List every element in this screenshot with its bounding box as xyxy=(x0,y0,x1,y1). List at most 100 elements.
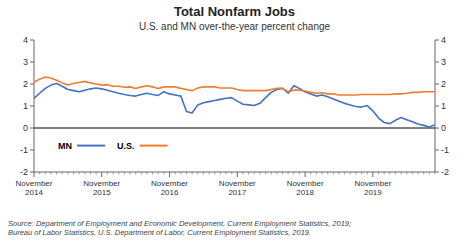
x-minor-tick xyxy=(384,172,385,175)
y-tick xyxy=(30,150,34,151)
text-line: 2016 xyxy=(161,188,179,197)
x-minor-tick xyxy=(146,172,147,175)
x-minor-tick xyxy=(141,172,142,175)
x-minor-tick xyxy=(401,172,402,175)
text-line: November xyxy=(83,179,120,188)
x-minor-tick xyxy=(282,172,283,175)
legend-label: MN xyxy=(58,141,72,151)
x-minor-tick xyxy=(350,172,351,175)
x-minor-tick xyxy=(186,172,187,175)
y2-tick-label: -2 xyxy=(441,167,449,177)
x-minor-tick xyxy=(158,172,159,175)
legend-swatch xyxy=(77,145,105,147)
x-minor-tick xyxy=(367,172,368,175)
x-minor-tick xyxy=(271,172,272,175)
x-tick xyxy=(34,172,35,177)
x-minor-tick xyxy=(62,172,63,175)
x-minor-tick xyxy=(254,172,255,175)
x-minor-tick xyxy=(338,172,339,175)
series-line xyxy=(34,84,435,127)
x-tick xyxy=(101,172,102,177)
text-line: 2019 xyxy=(364,188,382,197)
text-line: 2017 xyxy=(228,188,246,197)
subtitle: U.S. and MN over-the-year percent change xyxy=(139,21,331,32)
x-tick-label: November2019 xyxy=(354,179,391,197)
x-minor-tick xyxy=(203,172,204,175)
x-minor-tick xyxy=(135,172,136,175)
x-tick-label: November2018 xyxy=(287,179,324,197)
y2-tick xyxy=(435,172,439,173)
y-tick xyxy=(30,172,34,173)
text-line: 2014 xyxy=(25,188,43,197)
chart: Total Nonfarm JobsU.S. and MN over-the-y… xyxy=(0,0,469,247)
x-minor-tick xyxy=(50,172,51,175)
plot-area xyxy=(34,77,435,128)
x-minor-tick xyxy=(310,172,311,175)
y2-tick-label: 2 xyxy=(441,79,446,89)
x-minor-tick xyxy=(118,172,119,175)
x-tick-label: November2015 xyxy=(83,179,120,197)
x-minor-tick xyxy=(242,172,243,175)
y-tick-label: 2 xyxy=(23,79,28,89)
x-minor-tick xyxy=(130,172,131,175)
y-tick-label: -1 xyxy=(20,145,28,155)
x-minor-tick xyxy=(355,172,356,175)
legend-label: U.S. xyxy=(117,141,135,151)
source-note: Source: Department of Employment and Eco… xyxy=(8,219,351,237)
x-tick xyxy=(237,172,238,177)
text-line: November xyxy=(219,179,256,188)
x-minor-tick xyxy=(361,172,362,175)
x-minor-tick xyxy=(197,172,198,175)
x-minor-tick xyxy=(209,172,210,175)
x-minor-tick xyxy=(96,172,97,175)
x-minor-tick xyxy=(67,172,68,175)
text-line: 2018 xyxy=(296,188,314,197)
y2-tick xyxy=(435,150,439,151)
x-minor-tick xyxy=(192,172,193,175)
x-minor-tick xyxy=(322,172,323,175)
legend-swatch xyxy=(140,145,168,147)
x-minor-tick xyxy=(389,172,390,175)
y2-tick xyxy=(435,84,439,85)
y-tick-label: 0 xyxy=(23,123,28,133)
x-minor-tick xyxy=(39,172,40,175)
y-tick-label: 1 xyxy=(23,101,28,111)
x-tick-label: November2016 xyxy=(151,179,188,197)
x-minor-tick xyxy=(418,172,419,175)
y2-tick xyxy=(435,40,439,41)
x-minor-tick xyxy=(333,172,334,175)
y2-tick-label: 3 xyxy=(441,57,446,67)
x-minor-tick xyxy=(378,172,379,175)
x-tick xyxy=(169,172,170,177)
y-tick-label: 4 xyxy=(23,35,28,45)
x-minor-tick xyxy=(163,172,164,175)
x-minor-tick xyxy=(316,172,317,175)
x-minor-tick xyxy=(152,172,153,175)
x-minor-tick xyxy=(45,172,46,175)
zero-line xyxy=(34,128,435,129)
x-minor-tick xyxy=(113,172,114,175)
x-minor-tick xyxy=(395,172,396,175)
y-tick xyxy=(30,84,34,85)
y2-tick xyxy=(435,62,439,63)
y2-tick-label: -1 xyxy=(441,145,449,155)
x-tick xyxy=(305,172,306,177)
y-tick xyxy=(30,62,34,63)
x-minor-tick xyxy=(214,172,215,175)
x-minor-tick xyxy=(107,172,108,175)
x-minor-tick xyxy=(73,172,74,175)
x-minor-tick xyxy=(248,172,249,175)
x-minor-tick xyxy=(220,172,221,175)
x-minor-tick xyxy=(231,172,232,175)
x-minor-tick xyxy=(406,172,407,175)
x-minor-tick xyxy=(344,172,345,175)
x-minor-tick xyxy=(90,172,91,175)
text-line: November xyxy=(16,179,53,188)
text-line: 2015 xyxy=(93,188,111,197)
series-line xyxy=(34,77,435,95)
x-minor-tick xyxy=(423,172,424,175)
y-tick-label: -2 xyxy=(20,167,28,177)
x-minor-tick xyxy=(327,172,328,175)
text-line: November xyxy=(151,179,188,188)
x-minor-tick xyxy=(293,172,294,175)
